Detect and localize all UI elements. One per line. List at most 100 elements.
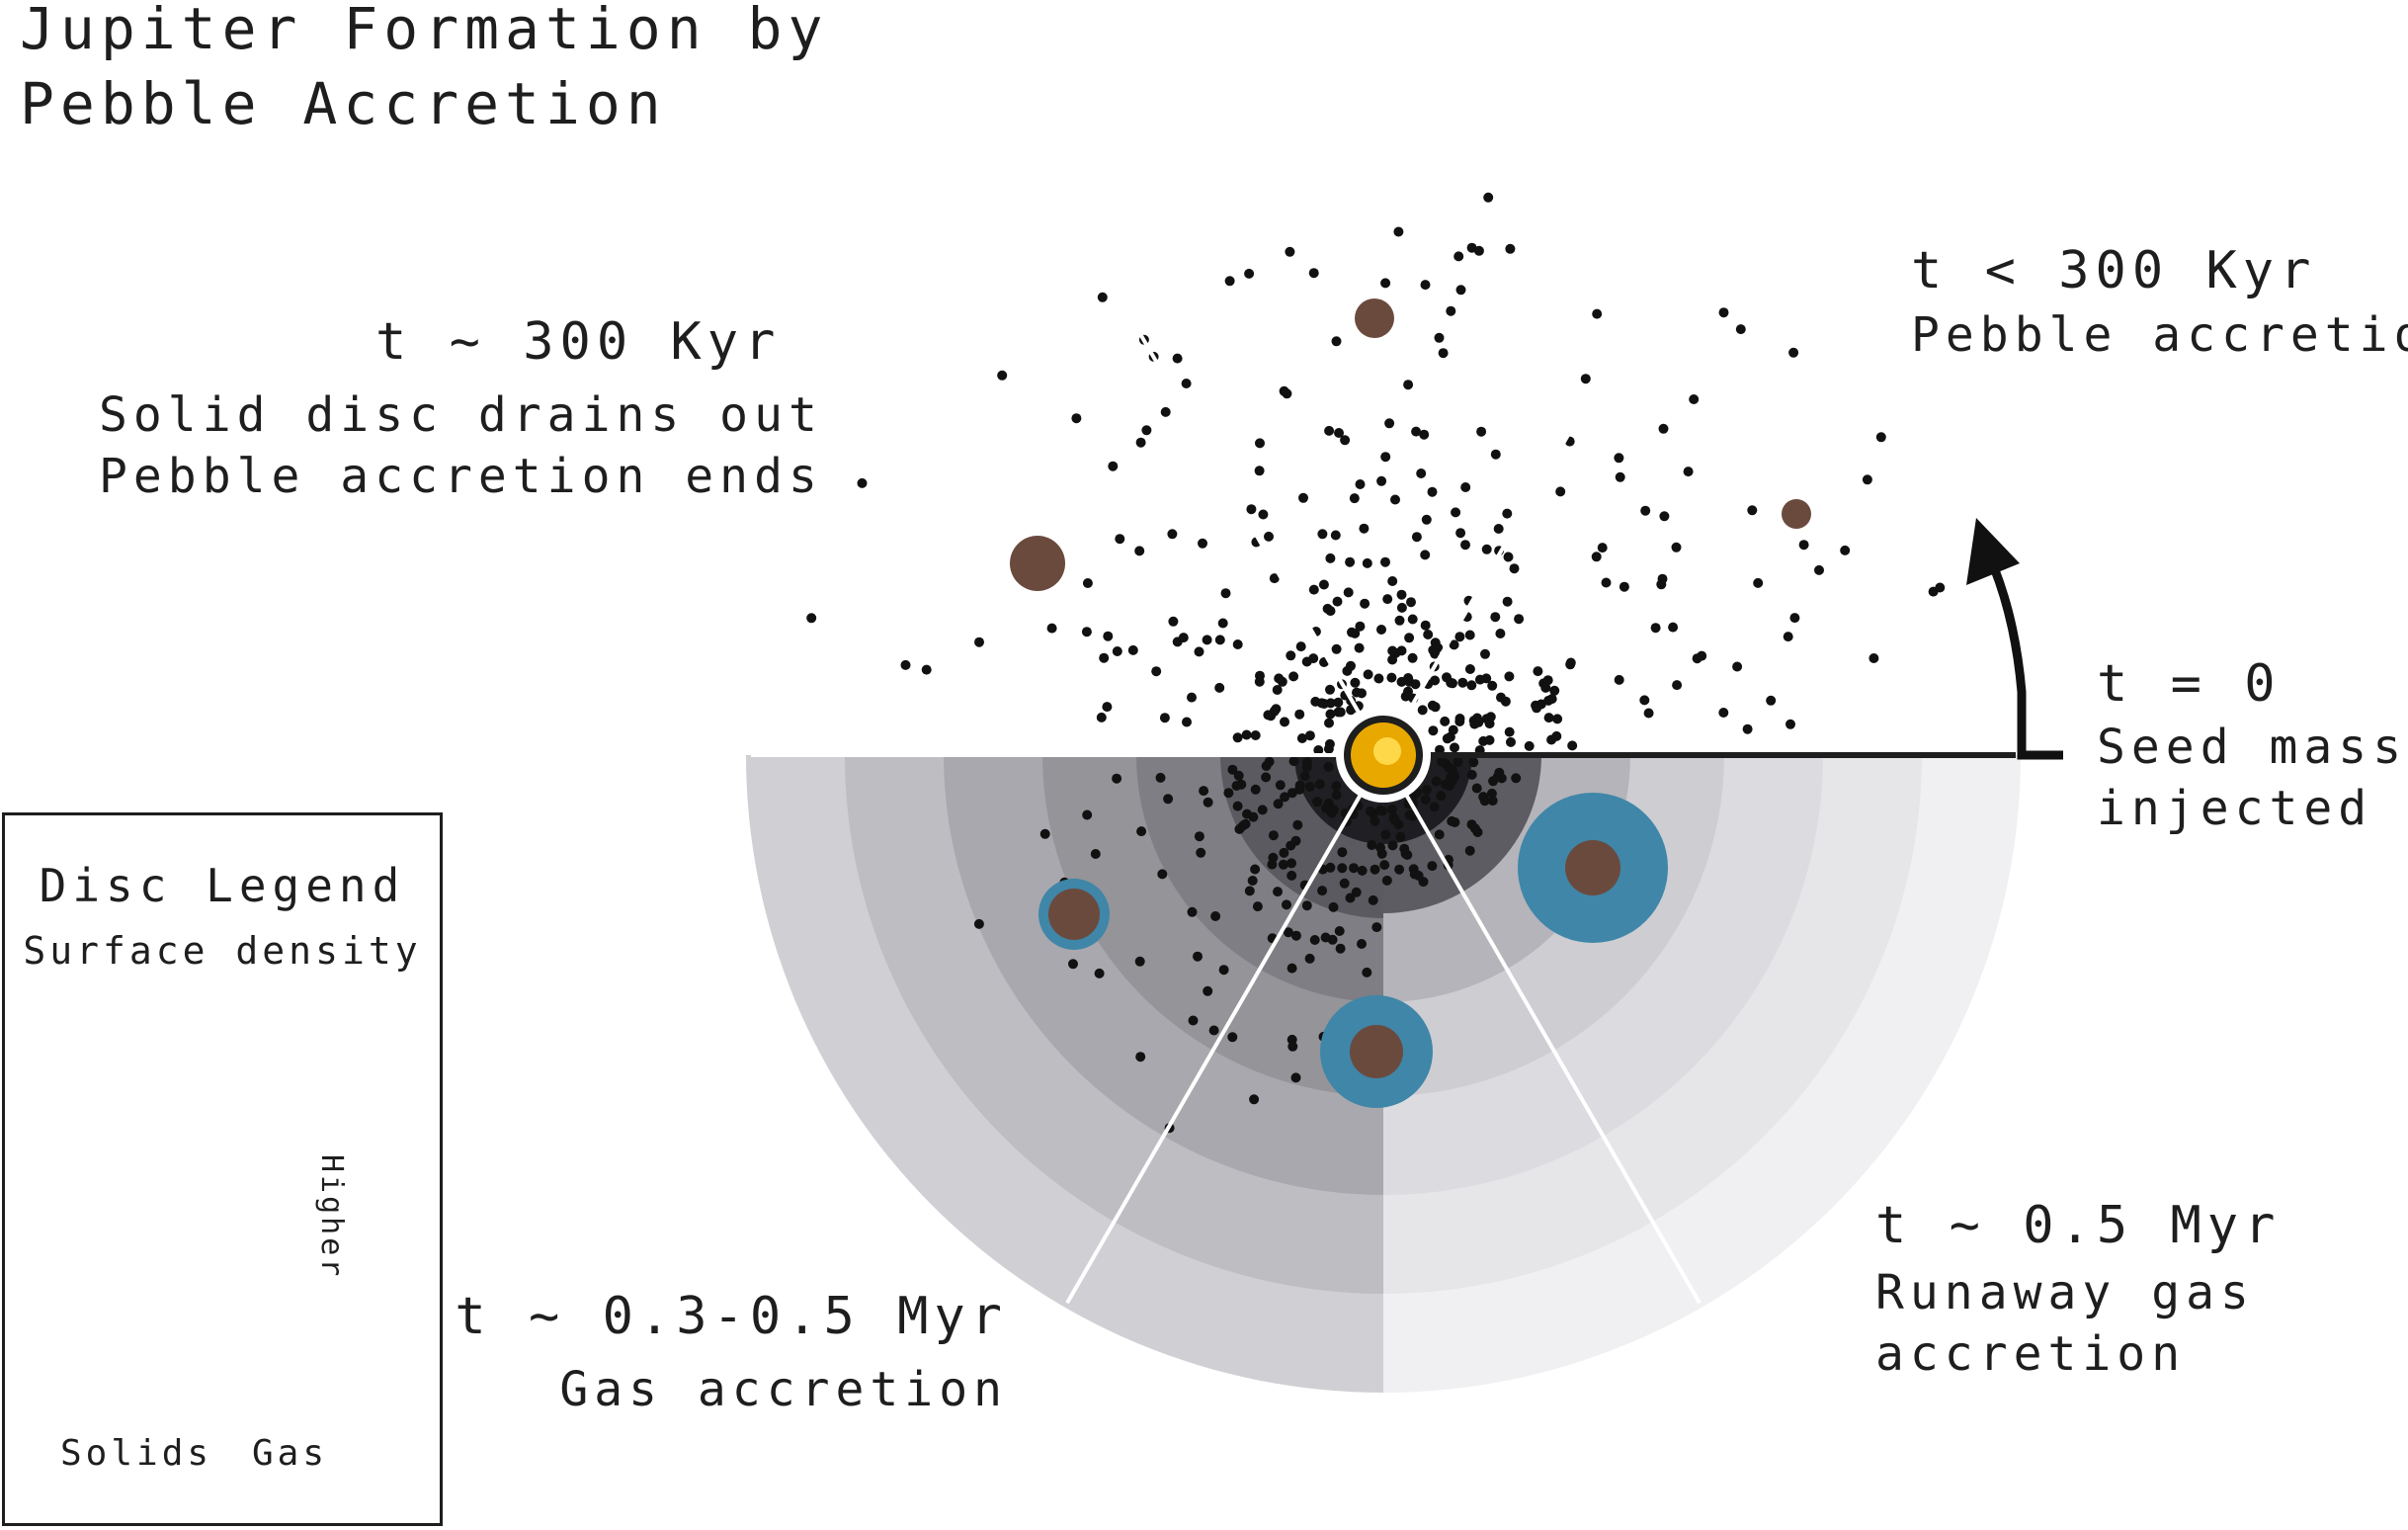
pebble bbox=[1567, 740, 1578, 751]
pebble bbox=[1223, 788, 1234, 799]
pebble bbox=[1355, 479, 1366, 489]
pebble bbox=[1324, 718, 1334, 728]
pebble bbox=[1466, 769, 1477, 780]
pebble bbox=[1354, 642, 1365, 653]
pebble bbox=[1376, 848, 1387, 859]
pebble bbox=[1379, 860, 1390, 871]
pebble bbox=[1451, 507, 1461, 518]
pebble bbox=[1411, 426, 1422, 437]
pebble bbox=[1552, 714, 1563, 724]
pebble bbox=[1327, 934, 1338, 945]
pebble bbox=[1437, 756, 1448, 767]
pebble bbox=[1294, 780, 1305, 791]
pebble bbox=[1490, 612, 1501, 623]
pebble bbox=[1246, 504, 1257, 515]
pebble bbox=[1671, 542, 1682, 552]
pebble bbox=[1227, 764, 1238, 775]
pebble bbox=[1683, 467, 1694, 477]
pebble bbox=[1280, 792, 1290, 803]
pebble bbox=[1783, 632, 1793, 642]
pebble bbox=[1488, 776, 1499, 787]
pebble bbox=[1178, 633, 1189, 643]
pebble bbox=[1352, 687, 1362, 698]
stage-t0-desc-2: injected bbox=[2097, 781, 2373, 836]
pebble bbox=[1481, 673, 1492, 684]
pebble bbox=[1317, 529, 1328, 540]
pebble bbox=[1503, 552, 1514, 562]
pebble bbox=[1464, 664, 1475, 674]
pebble bbox=[974, 637, 984, 647]
pebble bbox=[1264, 756, 1275, 767]
pebble bbox=[1656, 579, 1667, 590]
pebble bbox=[1325, 684, 1335, 695]
pebble bbox=[1419, 429, 1430, 440]
pebble bbox=[1484, 734, 1495, 745]
pebble bbox=[1194, 646, 1204, 657]
legend-subtitle: Surface density bbox=[23, 929, 422, 973]
pebble bbox=[1335, 943, 1346, 954]
pebble bbox=[1249, 1094, 1260, 1105]
pebble bbox=[1450, 742, 1459, 753]
pebble bbox=[1194, 831, 1204, 842]
pebble bbox=[1285, 246, 1295, 257]
pebble bbox=[1039, 828, 1050, 839]
pebble bbox=[1220, 588, 1231, 599]
divider-line bbox=[1065, 754, 1385, 1305]
pebble bbox=[1481, 544, 1492, 554]
pebble bbox=[1639, 695, 1650, 706]
pebble bbox=[1244, 268, 1255, 279]
pebble bbox=[1380, 556, 1390, 567]
pebble bbox=[1455, 528, 1466, 539]
pebble bbox=[1068, 959, 1078, 970]
pebble bbox=[1658, 423, 1669, 434]
legend-title: Disc Legend bbox=[39, 859, 406, 912]
pebble bbox=[1198, 538, 1207, 549]
pebble bbox=[1496, 692, 1506, 703]
pebble bbox=[1399, 843, 1410, 854]
pebble bbox=[1301, 900, 1312, 911]
stage-t300-desc-2: Pebble accretion ends bbox=[99, 449, 823, 504]
pebble bbox=[1199, 786, 1209, 797]
pebble bbox=[1504, 671, 1515, 682]
pebble bbox=[1659, 511, 1670, 522]
pebble bbox=[1381, 875, 1392, 886]
pebble bbox=[1182, 717, 1192, 727]
pebble bbox=[1232, 639, 1243, 649]
planet-core bbox=[1350, 1025, 1403, 1078]
pebble bbox=[1090, 849, 1101, 859]
pebble bbox=[1464, 845, 1475, 856]
pebble bbox=[1643, 708, 1654, 719]
pebble bbox=[1094, 968, 1105, 978]
sector-dividers bbox=[751, 206, 2016, 1305]
pebble bbox=[1434, 332, 1445, 343]
pebble bbox=[1304, 953, 1315, 964]
pebble bbox=[1268, 852, 1279, 863]
pebble bbox=[1457, 677, 1468, 688]
divider-line bbox=[1065, 206, 1385, 756]
pebble bbox=[1151, 666, 1162, 677]
pebble bbox=[1448, 724, 1458, 735]
pebble bbox=[1181, 379, 1192, 388]
pebble bbox=[1254, 676, 1265, 687]
pebble bbox=[1187, 906, 1198, 917]
pebble bbox=[1380, 278, 1391, 289]
pebble bbox=[1308, 268, 1319, 279]
pebble bbox=[1273, 799, 1284, 809]
pebble bbox=[1471, 783, 1482, 794]
pebble bbox=[1325, 862, 1336, 873]
pebble bbox=[1115, 534, 1125, 545]
pebble bbox=[1287, 870, 1297, 881]
pebble bbox=[1423, 630, 1434, 639]
stage-t0-desc-1: Seed mass bbox=[2097, 720, 2408, 775]
pebble bbox=[1273, 887, 1283, 897]
pebble bbox=[1368, 894, 1378, 905]
pebble bbox=[1331, 336, 1342, 347]
pebble bbox=[1442, 733, 1453, 744]
pebble bbox=[1331, 643, 1342, 654]
pebble bbox=[1615, 471, 1625, 482]
pebble bbox=[1380, 452, 1391, 463]
pebble bbox=[1279, 847, 1289, 858]
pebble bbox=[1071, 413, 1082, 424]
pebble bbox=[1460, 482, 1471, 492]
star-highlight bbox=[1373, 737, 1401, 765]
